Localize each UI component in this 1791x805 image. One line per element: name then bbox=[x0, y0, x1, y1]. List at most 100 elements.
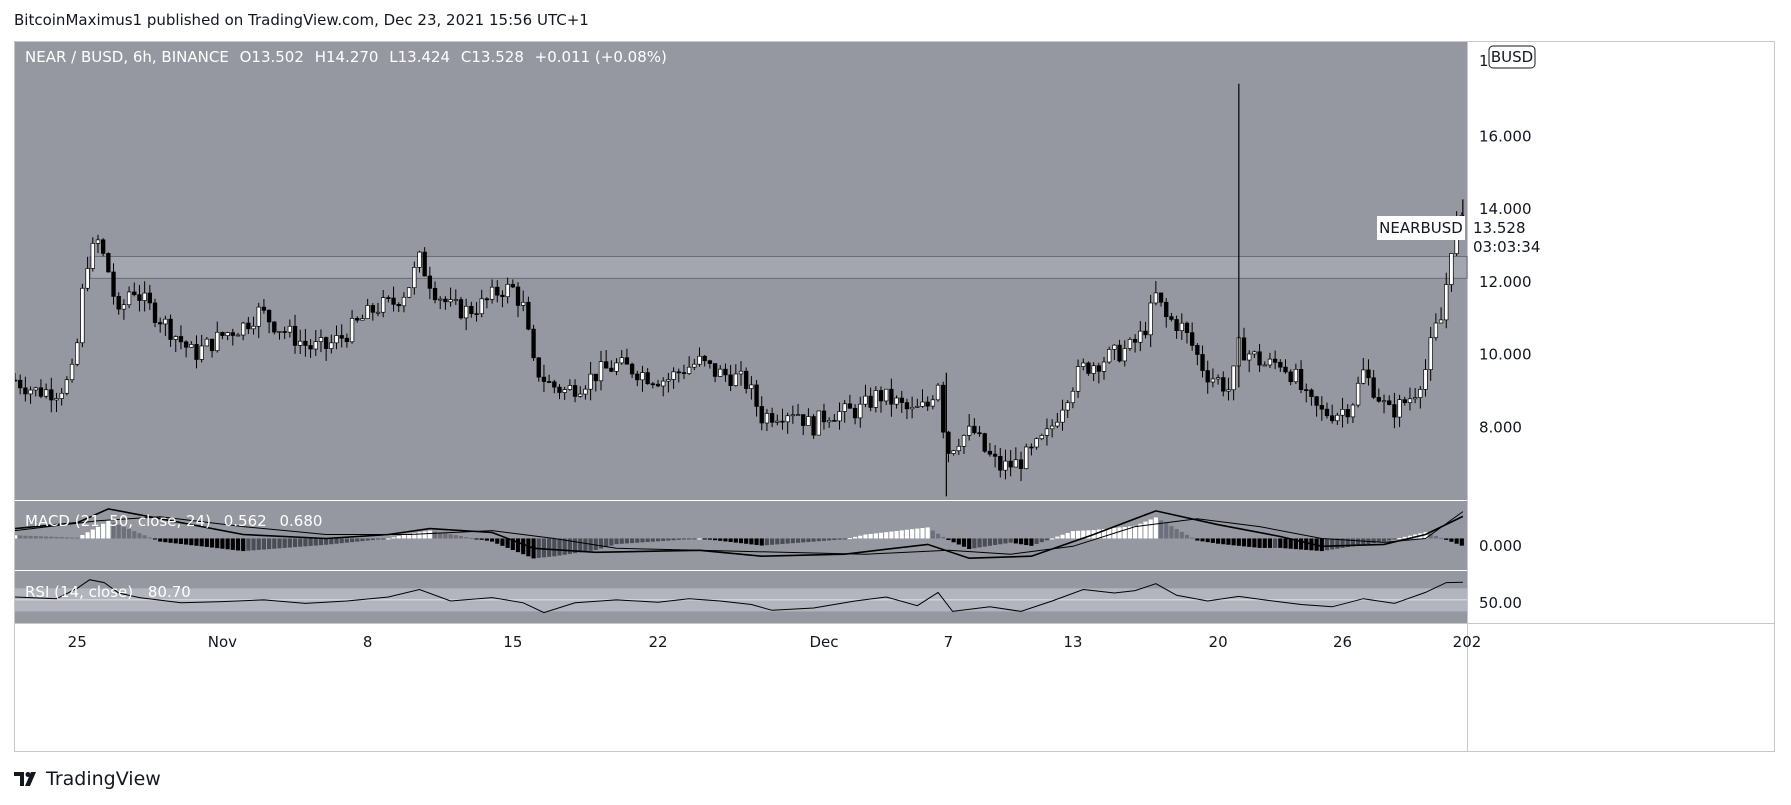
macd-histogram-bar bbox=[391, 537, 396, 539]
macd-histogram-bar bbox=[718, 538, 723, 541]
macd-histogram-bar bbox=[168, 538, 173, 543]
macd-histogram-bar bbox=[583, 538, 588, 552]
macd-histogram-bar bbox=[993, 538, 998, 546]
macd-signal-line bbox=[15, 511, 1464, 555]
legend-high-value: 14.270 bbox=[326, 48, 379, 66]
candle-body bbox=[1153, 292, 1159, 304]
macd-histogram-bar bbox=[287, 538, 292, 548]
macd-histogram-bar bbox=[951, 538, 956, 543]
macd-histogram-bar bbox=[1361, 538, 1366, 545]
macd-histogram-bar bbox=[225, 538, 230, 550]
macd-histogram-bar bbox=[1381, 538, 1387, 542]
candle-body bbox=[479, 298, 484, 315]
macd-histogram-bar bbox=[1236, 538, 1241, 546]
candle-body bbox=[811, 416, 816, 436]
macd-histogram-bar bbox=[847, 538, 852, 540]
chart-frame[interactable]: NEAR / BUSD, 6h, BINANCE O13.502 H14.270… bbox=[14, 41, 1775, 752]
macd-histogram-bar bbox=[925, 527, 930, 539]
legend-close-label: C bbox=[461, 48, 471, 66]
candle-body bbox=[308, 345, 313, 350]
candle-body bbox=[1272, 358, 1278, 363]
candle-body bbox=[821, 410, 827, 423]
macd-histogram-bar bbox=[69, 537, 75, 539]
macd-histogram-bar bbox=[401, 534, 407, 539]
macd-histogram-bar bbox=[282, 538, 287, 548]
candle-body bbox=[1075, 366, 1081, 392]
macd-histogram-bar bbox=[1107, 528, 1112, 539]
macd-histogram-bar bbox=[54, 536, 59, 539]
candle-body bbox=[225, 332, 230, 336]
macd-histogram-bar bbox=[676, 538, 681, 540]
macd-histogram-bar bbox=[1324, 538, 1330, 551]
macd-histogram-bar bbox=[510, 538, 515, 551]
candle-body bbox=[1428, 337, 1433, 370]
macd-histogram-bar bbox=[490, 538, 495, 542]
rsi-mid-tick: 50.00 bbox=[1479, 594, 1522, 612]
candle-body bbox=[1387, 400, 1392, 405]
macd-histogram-bar bbox=[1241, 538, 1247, 547]
candle-body bbox=[593, 373, 598, 382]
macd-histogram-bar bbox=[448, 534, 453, 539]
candle-body bbox=[474, 313, 479, 315]
candle-body bbox=[386, 297, 391, 299]
macd-histogram-bar bbox=[469, 537, 474, 539]
macd-histogram-bar bbox=[80, 534, 85, 539]
macd-histogram-bar bbox=[764, 538, 770, 546]
macd-histogram-bar bbox=[1221, 538, 1226, 545]
macd-histogram-bar bbox=[1454, 538, 1459, 544]
price-axis-tick-label: 16.000 bbox=[1479, 128, 1532, 146]
candle-body bbox=[59, 392, 64, 399]
macd-histogram-bar bbox=[972, 538, 977, 549]
legend-change: +0.011 (+0.08%) bbox=[535, 48, 667, 66]
candle-body bbox=[759, 406, 764, 424]
candle-body bbox=[1449, 253, 1454, 285]
macd-histogram-bar bbox=[1148, 519, 1153, 539]
macd-histogram-bar bbox=[199, 538, 204, 547]
macd-histogram-bar bbox=[1371, 538, 1376, 544]
candle-body bbox=[173, 336, 178, 340]
candle-body bbox=[1298, 368, 1304, 390]
macd-histogram-bar bbox=[547, 538, 552, 557]
candle-body bbox=[458, 299, 464, 319]
macd-histogram-bar bbox=[1008, 538, 1013, 543]
tradingview-footer-logo[interactable]: TradingView bbox=[14, 768, 161, 790]
candle-body bbox=[1231, 365, 1236, 391]
candle-body bbox=[215, 331, 220, 352]
candle-body bbox=[946, 431, 951, 454]
candle-body bbox=[1148, 302, 1153, 336]
candle-body bbox=[1412, 397, 1418, 400]
chart-canvas[interactable]: NEAR / BUSD, 6h, BINANCE O13.502 H14.270… bbox=[15, 42, 1774, 751]
macd-histogram-bar bbox=[827, 538, 832, 541]
currency-badge[interactable]: BUSD bbox=[1488, 45, 1536, 69]
candle-body bbox=[484, 298, 490, 301]
candle-body bbox=[1252, 351, 1257, 355]
candle-body bbox=[505, 283, 510, 298]
candle-body bbox=[1226, 389, 1231, 392]
macd-histogram-bar bbox=[1122, 526, 1127, 539]
candle-body bbox=[241, 322, 246, 336]
candle-body bbox=[251, 325, 256, 330]
macd-legend-label: MACD (21, 50, close, 24) bbox=[25, 512, 211, 530]
macd-histogram-bar bbox=[884, 532, 889, 539]
candle-body bbox=[785, 415, 790, 423]
macd-histogram-bar bbox=[837, 538, 842, 540]
macd-histogram-bar bbox=[59, 537, 64, 539]
candle-body bbox=[847, 403, 853, 409]
macd-histogram-bar bbox=[967, 538, 972, 549]
macd-histogram-bar bbox=[318, 538, 324, 546]
macd-histogram-bar bbox=[1081, 530, 1086, 539]
macd-histogram-bar bbox=[277, 538, 282, 549]
macd-histogram-bar bbox=[500, 538, 505, 546]
macd-histogram-bar bbox=[811, 538, 816, 542]
candle-body bbox=[163, 318, 168, 325]
candle-body bbox=[126, 291, 132, 306]
candle-body bbox=[381, 297, 386, 313]
candle-body bbox=[1278, 361, 1283, 368]
macd-histogram-bar bbox=[1262, 538, 1267, 548]
candle-body bbox=[666, 379, 671, 382]
macd-histogram-bar bbox=[1428, 534, 1433, 539]
candle-body bbox=[412, 267, 417, 289]
macd-histogram-bar bbox=[1101, 528, 1107, 539]
macd-histogram-bar bbox=[930, 530, 935, 539]
macd-histogram-bar bbox=[23, 535, 28, 539]
